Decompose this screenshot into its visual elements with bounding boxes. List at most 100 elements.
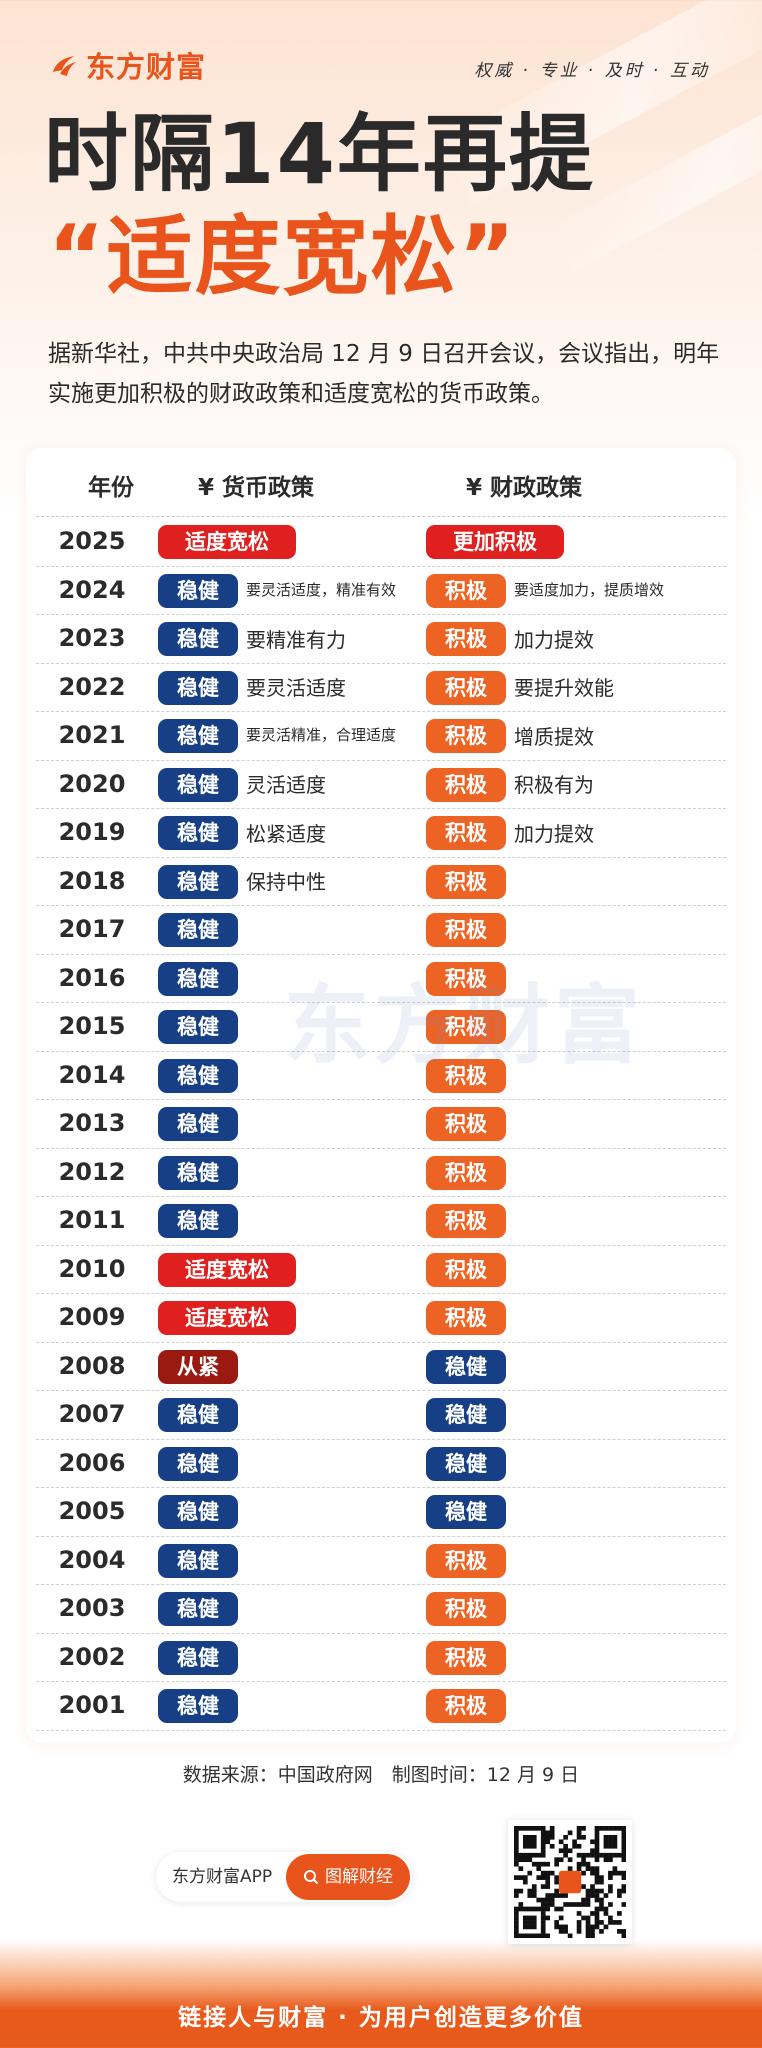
fiscal-policy-badge: 积极 xyxy=(426,1689,506,1723)
table-row: 2013 稳健 积极 xyxy=(36,1099,726,1149)
monetary-policy-note: 要精准有力 xyxy=(246,627,346,652)
qr-code[interactable] xyxy=(508,1820,632,1944)
monetary-policy-note: 松紧适度 xyxy=(246,821,326,846)
row-year: 2022 xyxy=(58,672,126,701)
monetary-policy-badge: 稳健 xyxy=(158,816,238,850)
row-year: 2002 xyxy=(58,1642,126,1671)
monetary-policy-badge: 稳健 xyxy=(158,1398,238,1432)
policy-table-card xyxy=(26,448,736,1743)
brand-header: 东方财富 xyxy=(50,44,206,86)
monetary-policy-note: 要灵活适度，精准有效 xyxy=(246,580,397,599)
header-year: 年份 xyxy=(88,475,134,501)
monetary-policy-badge: 稳健 xyxy=(158,670,238,705)
fiscal-policy-badge: 积极 xyxy=(426,1204,506,1238)
fiscal-policy-badge: 稳健 xyxy=(426,1446,506,1481)
row-year: 2009 xyxy=(58,1303,126,1331)
brand-name: 东方财富 xyxy=(86,50,207,84)
header-divider xyxy=(36,516,726,517)
fiscal-policy-badge: 积极 xyxy=(426,864,506,899)
fiscal-policy-note: 要适度加力，提质增效 xyxy=(514,580,665,599)
table-row: 2017 稳健 积极 xyxy=(36,905,726,955)
fiscal-policy-badge: 更加积极 xyxy=(426,525,564,559)
monetary-policy-badge: 稳健 xyxy=(158,719,238,753)
monetary-policy-badge: 稳健 xyxy=(158,1543,238,1578)
qr-code-image xyxy=(514,1826,626,1938)
table-row: 2011 稳健 积极 xyxy=(36,1196,726,1246)
row-year: 2011 xyxy=(58,1206,126,1234)
fiscal-policy-note: 增质提效 xyxy=(514,724,594,749)
table-row: 2009 适度宽松 积极 xyxy=(36,1293,726,1343)
search-icon xyxy=(304,1870,319,1885)
row-year: 2020 xyxy=(58,769,126,798)
row-year: 2003 xyxy=(58,1594,126,1622)
monetary-policy-note: 保持中性 xyxy=(246,870,326,894)
table-row: 2004 稳健 积极 xyxy=(36,1536,726,1585)
fiscal-policy-badge: 积极 xyxy=(426,719,506,753)
graphic-finance-label: 图解财经 xyxy=(325,1867,393,1887)
fiscal-policy-badge: 稳健 xyxy=(426,1495,506,1529)
table-row: 2016 稳健 积极 xyxy=(36,954,726,1003)
monetary-policy-badge: 适度宽松 xyxy=(158,525,296,559)
table-row: 2002 稳健 积极 xyxy=(36,1633,726,1682)
watermark: 东方财富 xyxy=(284,976,644,1076)
row-year: 2010 xyxy=(58,1254,126,1283)
table-row: 2012 稳健 积极 xyxy=(36,1148,726,1197)
footer-slogan: 链接人与财富 · 为用户创造更多价值 xyxy=(178,2005,584,2031)
fiscal-policy-badge: 稳健 xyxy=(426,1398,506,1432)
monetary-policy-badge: 稳健 xyxy=(158,1640,238,1675)
fiscal-policy-note: 加力提效 xyxy=(514,627,594,652)
monetary-policy-note: 要灵活精准，合理适度 xyxy=(246,726,397,744)
monetary-policy-note: 要灵活适度 xyxy=(246,676,346,700)
monetary-policy-badge: 稳健 xyxy=(158,913,238,947)
table-row: 2021 稳健 要灵活精准，合理适度 积极 增质提效 xyxy=(36,711,726,761)
fiscal-policy-badge: 积极 xyxy=(426,1592,506,1626)
monetary-policy-badge: 适度宽松 xyxy=(158,1252,296,1287)
app-label: 东方财富APP xyxy=(172,1867,273,1887)
fiscal-policy-badge: 积极 xyxy=(426,1301,506,1335)
fiscal-policy-note: 积极有为 xyxy=(514,773,594,797)
row-year: 2017 xyxy=(58,915,126,943)
fiscal-policy-badge: 积极 xyxy=(426,767,506,802)
monetary-policy-note: 灵活适度 xyxy=(246,773,326,797)
monetary-policy-badge: 稳健 xyxy=(158,1592,238,1626)
table-row: 2008 从紧 稳健 xyxy=(36,1342,726,1391)
monetary-policy-badge: 稳健 xyxy=(158,1107,238,1141)
fiscal-policy-badge: 稳健 xyxy=(426,1349,506,1384)
row-year: 2006 xyxy=(58,1448,126,1477)
row-year: 2004 xyxy=(58,1545,126,1574)
fiscal-policy-badge: 积极 xyxy=(426,1252,506,1287)
row-year: 2007 xyxy=(58,1400,126,1428)
table-row: 2014 稳健 积极 xyxy=(36,1051,726,1100)
brand-logo-icon xyxy=(53,56,76,76)
graphic-finance-button[interactable]: 图解财经 xyxy=(286,1854,410,1900)
row-year: 2023 xyxy=(58,624,126,652)
monetary-policy-badge: 稳健 xyxy=(158,1155,238,1190)
table-row: 2019 稳健 松紧适度 积极 加力提效 xyxy=(36,808,726,858)
intro-text: 据新华社，中共中央政治局 12 月 9 日召开会议，会议指出，明年实施更加积极的… xyxy=(48,341,720,407)
row-year: 2016 xyxy=(58,963,126,992)
app-pill[interactable]: 东方财富APP 图解财经 xyxy=(156,1852,412,1902)
table-row: 2023 稳健 要精准有力 积极 加力提效 xyxy=(36,614,726,664)
row-year: 2014 xyxy=(58,1060,126,1089)
row-year: 2008 xyxy=(58,1351,126,1380)
monetary-policy-badge: 稳健 xyxy=(158,1010,238,1044)
row-year: 2001 xyxy=(58,1691,126,1719)
monetary-policy-badge: 稳健 xyxy=(158,1204,238,1238)
brand-slogan: 权威 · 专业 · 及时 · 互动 xyxy=(474,61,710,81)
fiscal-policy-badge: 积极 xyxy=(426,573,506,608)
fiscal-policy-badge: 积极 xyxy=(426,1010,506,1044)
table-row: 2005 稳健 稳健 xyxy=(36,1487,726,1537)
fiscal-policy-badge: 积极 xyxy=(426,913,506,947)
header-fiscal: ¥ 财政政策 xyxy=(466,475,583,501)
monetary-policy-badge: 稳健 xyxy=(158,1495,238,1529)
fiscal-policy-badge: 积极 xyxy=(426,1107,506,1141)
row-year: 2024 xyxy=(58,575,126,604)
monetary-policy-badge: 稳健 xyxy=(158,622,238,656)
page-title-line1: 时隔14年再提 xyxy=(44,105,595,203)
data-source: 数据来源：中国政府网 制图时间：12 月 9 日 xyxy=(182,1764,580,1786)
table-row: 2024 稳健 要灵活适度，精准有效 积极 要适度加力，提质增效 xyxy=(36,566,726,615)
fiscal-policy-badge: 积极 xyxy=(426,1058,506,1093)
table-row: 2018 稳健 保持中性 积极 xyxy=(36,857,726,906)
row-year: 2021 xyxy=(58,721,126,749)
table-row: 2025 适度宽松 更加积极 xyxy=(36,517,726,567)
